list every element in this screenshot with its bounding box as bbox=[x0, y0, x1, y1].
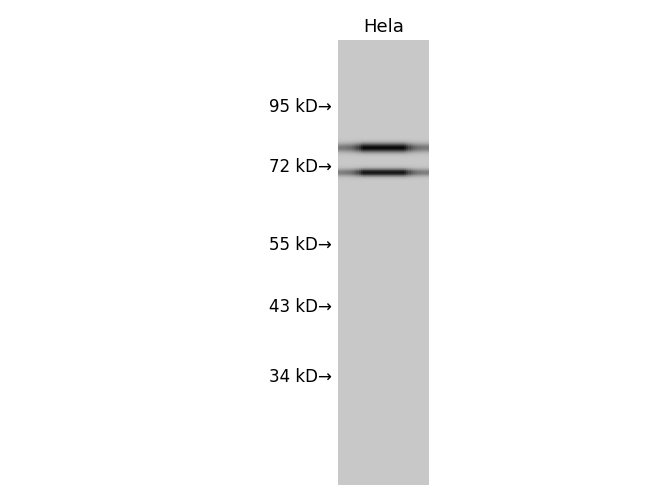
Bar bbox=[411, 138, 413, 158]
Bar bbox=[358, 138, 361, 158]
Bar bbox=[338, 152, 429, 153]
Bar bbox=[338, 145, 429, 146]
Bar bbox=[361, 138, 363, 158]
Bar bbox=[338, 138, 340, 158]
Bar bbox=[338, 147, 429, 148]
Bar bbox=[343, 164, 345, 180]
Bar bbox=[424, 138, 427, 158]
Bar bbox=[338, 146, 429, 147]
Bar bbox=[345, 164, 348, 180]
Bar bbox=[406, 138, 409, 158]
Bar bbox=[415, 138, 417, 158]
Bar bbox=[338, 154, 429, 155]
Bar bbox=[338, 139, 429, 140]
Bar bbox=[413, 138, 415, 158]
Bar bbox=[427, 164, 429, 180]
Bar bbox=[354, 164, 356, 180]
Bar bbox=[343, 138, 345, 158]
Bar bbox=[352, 164, 354, 180]
Bar bbox=[354, 138, 356, 158]
Bar bbox=[411, 164, 413, 180]
Bar bbox=[338, 141, 429, 142]
Bar bbox=[347, 138, 350, 158]
Bar bbox=[413, 164, 415, 180]
Bar bbox=[424, 164, 427, 180]
Bar bbox=[338, 142, 429, 143]
Bar bbox=[417, 138, 419, 158]
Text: 55 kD→: 55 kD→ bbox=[269, 236, 332, 254]
Bar bbox=[415, 164, 417, 180]
Bar bbox=[404, 138, 406, 158]
Bar bbox=[350, 138, 352, 158]
Bar bbox=[338, 156, 429, 157]
Bar bbox=[338, 149, 429, 150]
Text: Hela: Hela bbox=[362, 18, 404, 36]
Bar bbox=[427, 138, 429, 158]
Bar bbox=[422, 164, 424, 180]
Bar bbox=[358, 164, 361, 180]
Bar bbox=[419, 164, 422, 180]
Bar bbox=[361, 164, 363, 180]
Bar bbox=[338, 143, 429, 144]
Bar bbox=[338, 150, 429, 151]
Bar bbox=[338, 153, 429, 154]
Bar bbox=[409, 164, 411, 180]
Bar bbox=[356, 164, 358, 180]
Bar bbox=[417, 164, 419, 180]
Bar bbox=[340, 164, 343, 180]
Bar bbox=[338, 164, 340, 180]
Bar bbox=[338, 157, 429, 158]
Text: 43 kD→: 43 kD→ bbox=[269, 298, 332, 316]
Bar bbox=[338, 155, 429, 156]
Bar bbox=[356, 138, 358, 158]
Bar bbox=[404, 164, 406, 180]
Bar bbox=[406, 164, 409, 180]
Bar bbox=[338, 40, 429, 485]
Text: 72 kD→: 72 kD→ bbox=[269, 158, 332, 176]
Text: 34 kD→: 34 kD→ bbox=[269, 368, 332, 386]
Bar bbox=[419, 138, 422, 158]
Bar bbox=[352, 138, 354, 158]
Bar bbox=[422, 138, 424, 158]
Bar bbox=[340, 138, 343, 158]
Bar bbox=[338, 138, 429, 139]
Bar bbox=[350, 164, 352, 180]
Bar bbox=[338, 148, 429, 149]
Text: 95 kD→: 95 kD→ bbox=[269, 98, 332, 116]
Bar bbox=[338, 140, 429, 141]
Bar bbox=[338, 151, 429, 152]
Bar bbox=[345, 138, 348, 158]
Bar bbox=[338, 144, 429, 145]
Bar bbox=[409, 138, 411, 158]
Bar bbox=[347, 164, 350, 180]
